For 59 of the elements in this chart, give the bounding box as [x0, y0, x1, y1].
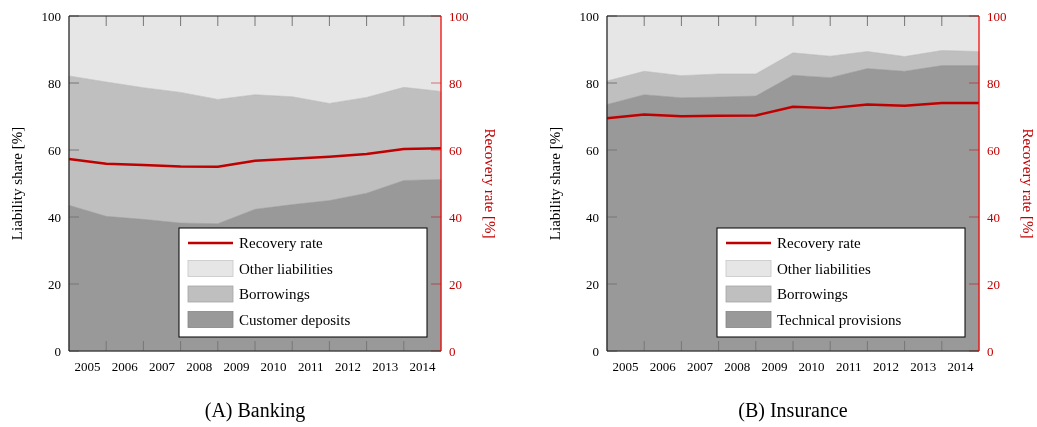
- legend-label: Customer deposits: [239, 311, 351, 328]
- y-tick-label: 0: [592, 343, 599, 359]
- x-tick-label: 2009: [761, 359, 788, 374]
- y-tick-label: 100: [41, 8, 61, 24]
- y2-tick-label: 20: [449, 276, 462, 292]
- y-tick-label: 40: [586, 209, 599, 225]
- line-series: [605, 101, 981, 120]
- x-tick-label: 2006: [649, 359, 677, 374]
- y-tick-label: 60: [48, 142, 61, 158]
- x-tick-label: 2013: [910, 359, 937, 374]
- x-tick-label: 2009: [223, 359, 250, 374]
- x-tick-label: 2007: [687, 359, 714, 374]
- y-axis-title: Liability share [%]: [9, 126, 25, 241]
- x-tick-label: 2005: [74, 359, 101, 374]
- x-tick-label: 2010: [260, 359, 287, 374]
- y-axis-title: Liability share [%]: [547, 126, 563, 241]
- legend-label: Borrowings: [239, 286, 310, 303]
- legend-label: Borrowings: [777, 286, 848, 303]
- y2-axis-title: Recovery rate [%]: [482, 128, 498, 239]
- x-tick-label: 2013: [372, 359, 399, 374]
- legend-label: Recovery rate: [239, 235, 324, 252]
- y-tick-label: 80: [586, 75, 599, 91]
- x-tick-label: 2010: [798, 359, 825, 374]
- y2-tick-label: 20: [987, 276, 1000, 292]
- y2-tick-label: 40: [449, 209, 462, 225]
- y2-tick-label: 100: [449, 8, 469, 24]
- y2-tick-label: 80: [987, 75, 1000, 91]
- x-tick-label: 2007: [149, 359, 176, 374]
- x-tick-label: 2008: [186, 359, 213, 374]
- y2-tick-label: 60: [449, 142, 462, 158]
- y-tick-label: 80: [48, 75, 61, 91]
- y-tick-label: 100: [579, 8, 599, 24]
- x-tick-label: 2012: [335, 359, 361, 374]
- y-tick-label: 40: [48, 209, 61, 225]
- y2-tick-label: 40: [987, 209, 1000, 225]
- text: (A) Banking: [204, 399, 306, 422]
- x-tick-label: 2006: [111, 359, 139, 374]
- y-tick-label: 20: [48, 276, 61, 292]
- y2-tick-label: 100: [987, 8, 1007, 24]
- legend-label: Recovery rate: [777, 235, 862, 252]
- y2-tick-label: 60: [987, 142, 1000, 158]
- y2-tick-label: 80: [449, 75, 462, 91]
- legend-label: Technical provisions: [777, 311, 902, 328]
- y-tick-label: 60: [586, 142, 599, 158]
- legend-label: Other liabilities: [777, 260, 871, 277]
- y2-tick-label: 0: [449, 343, 456, 359]
- text: (B) Insurance: [738, 399, 848, 422]
- x-tick-label: 2012: [873, 359, 899, 374]
- y-tick-label: 20: [586, 276, 599, 292]
- x-tick-label: 2011: [298, 359, 324, 374]
- x-tick-label: 2008: [724, 359, 751, 374]
- y-tick-label: 0: [54, 343, 61, 359]
- x-tick-label: 2014: [947, 359, 974, 374]
- y2-axis-title: Recovery rate [%]: [1020, 128, 1036, 239]
- x-tick-label: 2014: [409, 359, 436, 374]
- y2-tick-label: 0: [987, 343, 994, 359]
- x-tick-label: 2011: [836, 359, 862, 374]
- x-tick-label: 2005: [612, 359, 639, 374]
- legend-label: Other liabilities: [239, 260, 333, 277]
